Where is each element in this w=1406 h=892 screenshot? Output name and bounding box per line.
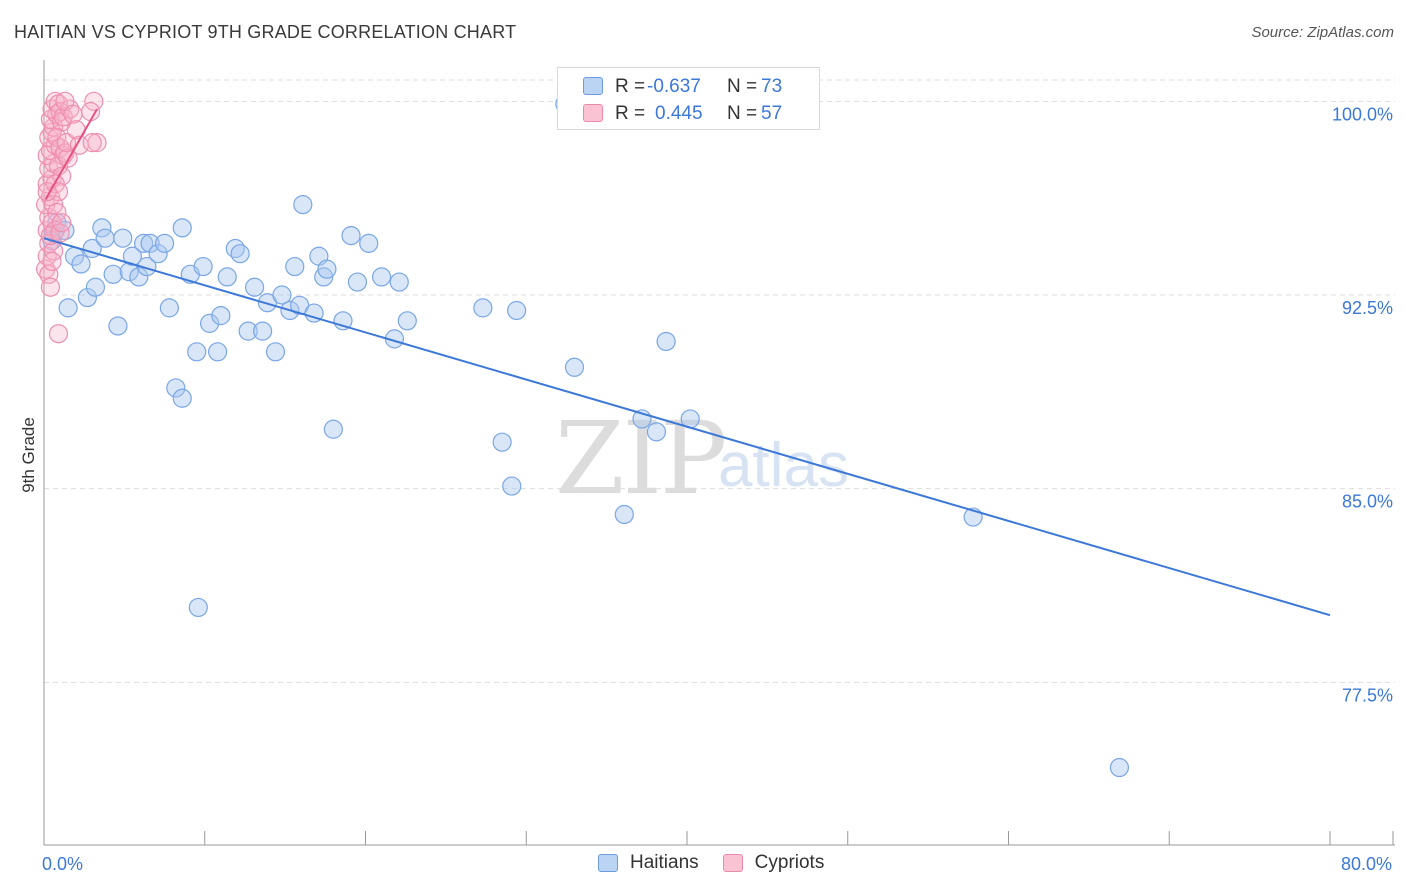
y-tick-label: 100.0% — [1332, 104, 1393, 124]
n-label: N = — [727, 76, 758, 97]
haitian-point — [265, 342, 286, 362]
haitian-point — [58, 298, 78, 318]
haitian-point — [77, 287, 98, 308]
watermark-zip: ZIP — [555, 400, 727, 517]
haitian-point — [347, 272, 368, 292]
haitian-point — [134, 233, 154, 253]
haitian-point — [323, 419, 343, 439]
y-tick-label: 85.0% — [1342, 492, 1393, 512]
haitian-point — [159, 298, 179, 318]
haitian-point — [341, 225, 361, 246]
series-legend: Haitians Cypriots — [598, 852, 848, 874]
cypriot-point — [84, 91, 104, 111]
legend-item-cypriots[interactable]: Cypriots — [722, 852, 825, 874]
cypriot-point — [82, 133, 102, 153]
source-label: Source: ZipAtlas.com — [1251, 24, 1394, 41]
haitian-point — [129, 267, 149, 287]
chart-title: HAITIAN VS CYPRIOT 9TH GRADE CORRELATION… — [14, 22, 517, 42]
haitian-point — [92, 218, 112, 238]
x-tick-label: 80.0% — [1341, 854, 1392, 874]
haitian-point — [230, 244, 250, 264]
r-value: -0.637 — [647, 76, 701, 97]
legend-item-haitians[interactable]: Haitians — [598, 852, 699, 874]
haitian-point — [199, 313, 220, 333]
cypriots-stats-row: R = 0.445 N = 57 — [615, 102, 782, 126]
cypriot-point — [42, 251, 62, 272]
haitian-point — [371, 267, 392, 287]
haitian-point — [397, 311, 417, 331]
haitian-point — [172, 218, 192, 238]
cypriots-legend-swatch — [722, 854, 743, 872]
haitian-point — [113, 228, 133, 248]
n-label: N = — [727, 103, 758, 124]
haitian-point — [103, 264, 123, 284]
haitian-point — [389, 272, 409, 292]
haitian-point — [614, 504, 634, 525]
haitian-point — [85, 277, 106, 297]
haitian-point — [502, 476, 522, 496]
haitian-point — [304, 303, 324, 323]
haitian-point — [166, 378, 186, 398]
cypriot-point — [81, 102, 101, 122]
r-value: 0.445 — [655, 103, 703, 124]
r-label: R = — [615, 103, 646, 124]
haitian-point — [188, 597, 208, 618]
haitian-point — [95, 228, 115, 248]
haitians-swatch — [583, 77, 603, 95]
cypriot-point — [40, 277, 61, 297]
haitian-point — [492, 432, 512, 452]
y-tick-label: 77.5% — [1342, 685, 1393, 705]
haitian-point — [208, 342, 228, 362]
haitian-point — [656, 331, 676, 352]
haitians-legend-swatch — [598, 854, 618, 872]
y-tick-label: 92.5% — [1342, 298, 1393, 318]
haitian-point — [154, 233, 175, 253]
n-value: 73 — [761, 76, 783, 97]
cypriot-point — [87, 133, 107, 153]
haitians-legend-label: Haitians — [630, 852, 699, 873]
haitian-point — [148, 244, 168, 264]
haitian-point — [646, 422, 667, 442]
haitian-trend-line — [43, 237, 1331, 617]
haitian-point — [140, 233, 160, 253]
cypriot-point — [47, 127, 67, 148]
haitian-point — [293, 195, 313, 215]
stats-legend: R = -0.637 N = 73 R = 0.445 N = 57 — [557, 67, 820, 130]
haitian-point — [193, 256, 213, 277]
haitian-point — [285, 256, 305, 277]
cypriot-point — [63, 104, 83, 124]
cypriot-trend-line — [44, 108, 98, 200]
x-tick-label: 0.0% — [42, 854, 83, 874]
haitian-point — [108, 316, 128, 336]
haitians-stats-row: R = -0.637 N = 73 — [615, 75, 782, 99]
haitian-point — [238, 321, 258, 341]
haitian-point — [317, 259, 337, 279]
haitian-point — [272, 285, 292, 305]
haitian-point — [187, 342, 207, 362]
haitian-point — [564, 357, 585, 377]
haitian-point — [314, 267, 334, 287]
haitian-point — [473, 298, 493, 318]
haitian-point — [253, 321, 273, 341]
haitian-point — [217, 267, 237, 287]
haitian-point — [1109, 757, 1130, 778]
cypriot-point — [52, 213, 72, 233]
haitian-point — [211, 306, 231, 326]
r-label: R = — [615, 76, 646, 97]
cypriots-legend-label: Cypriots — [754, 852, 825, 873]
haitian-point — [507, 300, 527, 321]
haitian-point — [71, 254, 91, 274]
cypriot-point — [48, 324, 69, 344]
n-value: 57 — [761, 103, 783, 124]
cypriots-swatch — [583, 104, 603, 122]
haitian-point — [122, 246, 143, 266]
haitian-point — [359, 233, 379, 253]
y-axis-label: 9th Grade — [19, 417, 38, 493]
haitian-point — [244, 277, 265, 297]
haitian-point — [172, 388, 192, 408]
